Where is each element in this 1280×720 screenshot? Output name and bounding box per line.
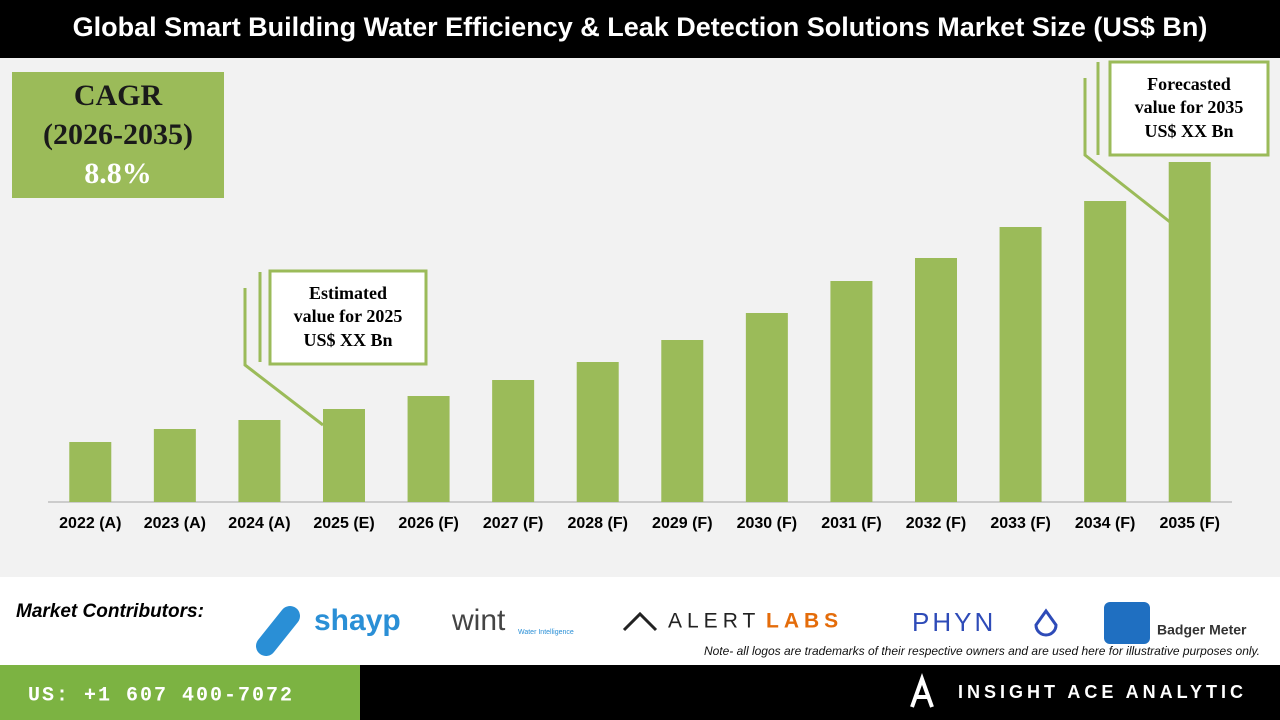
- logo-sub: Water Intelligence: [518, 629, 574, 636]
- logo: ALERT: [668, 610, 760, 633]
- logo: PHYN: [912, 607, 996, 637]
- x-tick-label: 2033 (F): [990, 515, 1050, 532]
- title-bar: [0, 0, 1280, 58]
- bar: [238, 420, 281, 502]
- x-tick-label: 2025 (E): [313, 515, 374, 532]
- callout-text: US$ XX Bn: [303, 330, 392, 350]
- x-tick-label: 2030 (F): [737, 515, 797, 532]
- logo-icon: [1034, 608, 1058, 637]
- x-tick-label: 2031 (F): [821, 515, 881, 532]
- cagr-box: [12, 72, 224, 198]
- chart-title: Global Smart Building Water Efficiency &…: [73, 12, 1208, 42]
- callout-text: US$ XX Bn: [1144, 121, 1233, 141]
- x-tick-label: 2032 (F): [906, 515, 966, 532]
- logo-icon: [622, 611, 658, 632]
- bar: [745, 313, 788, 502]
- x-tick-label: 2027 (F): [483, 515, 543, 532]
- note: Note- all logos are trademarks of their …: [704, 644, 1260, 658]
- phone-bar: [0, 665, 360, 720]
- bar: [915, 258, 957, 502]
- x-tick-label: 2034 (F): [1075, 515, 1135, 532]
- x-tick-label: 2024 (A): [228, 515, 290, 532]
- x-tick-label: 2026 (F): [398, 515, 458, 532]
- bar: [1084, 201, 1127, 502]
- bar: [492, 380, 535, 502]
- bar: [153, 429, 196, 502]
- brand-icon: [910, 673, 934, 708]
- cagr-label: CAGR: [74, 79, 163, 112]
- logo: shayp: [314, 604, 401, 637]
- callout-box: [1108, 60, 1270, 157]
- cagr-period: (2026-2035): [43, 118, 193, 151]
- callout-text: Forecasted: [1147, 74, 1231, 94]
- bar: [323, 409, 365, 502]
- logo: wint: [451, 604, 506, 637]
- logo-icon: [256, 606, 300, 656]
- bar: [830, 281, 873, 502]
- brand: INSIGHT ACE ANALYTIC: [958, 682, 1247, 702]
- logo-icon: [1104, 602, 1150, 644]
- callout-text: value for 2035: [1135, 97, 1244, 117]
- x-tick-label: 2023 (A): [144, 515, 206, 532]
- bar: [407, 396, 450, 502]
- cagr-value: 8.8%: [84, 157, 152, 190]
- x-tick-label: 2035 (F): [1159, 515, 1219, 532]
- callout-box: [268, 269, 428, 366]
- contributors-band: [0, 577, 1280, 665]
- x-tick-label: 2029 (F): [652, 515, 712, 532]
- callout-connectors: [243, 62, 1171, 427]
- bar: [661, 340, 704, 502]
- logo: Badger Meter: [1157, 622, 1247, 638]
- contributors-label: Market Contributors:: [16, 601, 204, 622]
- callout-text: Estimated: [309, 283, 387, 303]
- callout-text: value for 2025: [294, 306, 403, 326]
- bar: [576, 362, 619, 502]
- logo: LABS: [766, 610, 843, 633]
- x-tick-label: 2028 (F): [567, 515, 627, 532]
- brand-bar: [360, 665, 1280, 720]
- bar: [1168, 162, 1211, 502]
- bar: [69, 442, 112, 502]
- bar: [999, 227, 1042, 502]
- x-tick-label: 2022 (A): [59, 515, 121, 532]
- phone: US: +1 607 400-7072: [28, 684, 294, 707]
